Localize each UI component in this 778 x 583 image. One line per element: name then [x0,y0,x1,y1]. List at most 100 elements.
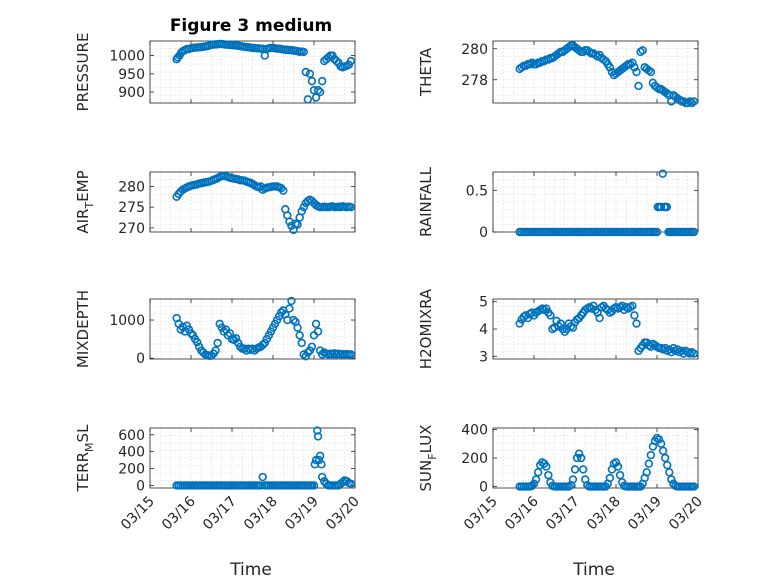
data-point [332,56,341,66]
x-tick-label: 03/18 [584,494,624,534]
data-point [301,67,310,77]
data-point [313,426,322,435]
y-tick-label: 200 [118,462,145,478]
y-tick-label: 900 [118,85,145,101]
y-tick-label: 600 [118,428,145,444]
data-point [346,479,356,488]
x-tick-label: 03/17 [200,494,240,534]
y-axis-label: PRESSURE [74,33,92,112]
data-point [689,482,699,491]
data-point [656,439,666,448]
x-tick-label: 03/16 [159,493,199,533]
subplot-sun-flux: 03/15 03/16 03/17 03/18 03/19 03/20 0 200 400 SUN… [417,422,706,533]
data-point [570,465,580,474]
data-point [289,315,298,325]
data-point [572,453,582,463]
x-tick-label: 03/19 [282,494,322,534]
data-point [654,435,664,444]
plot-frame [149,40,356,104]
data-point [568,475,578,484]
y-tick-label: 280 [461,42,488,58]
x-tick-label: 03/20 [323,494,363,534]
data-point [297,207,306,216]
data-point [515,319,524,328]
x-tick-label: 03/20 [666,494,706,534]
data-point [318,76,327,86]
y-axis-label: MIXDEPTH [74,290,92,368]
data-point [689,97,699,106]
data-point [236,342,245,351]
data-points [172,296,356,361]
plot-frame [149,171,356,233]
data-point [576,453,586,463]
data-point [346,202,356,212]
data-point [665,468,674,477]
data-point [644,459,653,468]
data-point [660,453,670,463]
y-tick-label: 0.5 [466,183,488,199]
data-point [279,186,288,195]
data-point [595,313,604,323]
data-point [297,338,306,348]
data-point [311,93,321,102]
y-tick-label: 200 [461,451,488,467]
data-point [630,63,639,72]
data-point [578,465,588,474]
data-point [299,47,308,57]
data-point [646,67,656,77]
data-point [689,349,699,358]
data-point [628,301,637,311]
data-point [318,472,327,482]
data-point [303,95,313,104]
data-point [299,350,308,359]
data-point [652,227,662,237]
data-point [305,69,315,79]
data-point [634,81,643,91]
data-point [303,348,313,357]
y-tick-label: 275 [118,200,145,216]
data-point [313,432,323,441]
data-point [632,319,641,328]
data-point [527,481,537,491]
y-tick-label: 3 [479,349,488,365]
data-point [646,450,656,460]
y-axis-label: SUNFLUX [417,425,439,492]
data-point [258,472,267,482]
data-point [295,331,304,340]
data-point [544,470,553,480]
data-point [663,460,672,470]
data-point [317,460,326,469]
data-point [313,86,323,95]
data-point [574,449,584,458]
data-point [309,481,319,490]
data-point [542,304,551,313]
data-point [615,470,625,480]
y-tick-label: 280 [118,179,145,195]
data-point [605,63,615,72]
data-point [689,227,699,237]
data-point [632,67,641,77]
data-point [315,87,325,97]
x-tick-label: 03/17 [543,494,583,534]
data-point [186,329,196,338]
y-tick-label: 400 [461,422,488,438]
data-point [589,301,598,311]
data-points [172,171,356,235]
data-point [605,473,615,483]
data-point [662,202,672,212]
data-point [628,58,637,67]
y-tick-label: 0 [479,480,488,496]
y-tick-label: 0 [479,225,488,241]
data-point [667,475,676,484]
data-point [231,334,241,343]
data-point [630,311,639,320]
data-point [642,468,651,477]
y-tick-label: 0 [136,478,145,494]
data-point [277,308,286,317]
plot-frame [149,298,356,360]
data-point [192,337,202,347]
y-tick-label: 950 [118,67,145,83]
data-point [211,346,220,355]
data-point [311,319,321,329]
y-tick-label: 1000 [109,313,145,329]
